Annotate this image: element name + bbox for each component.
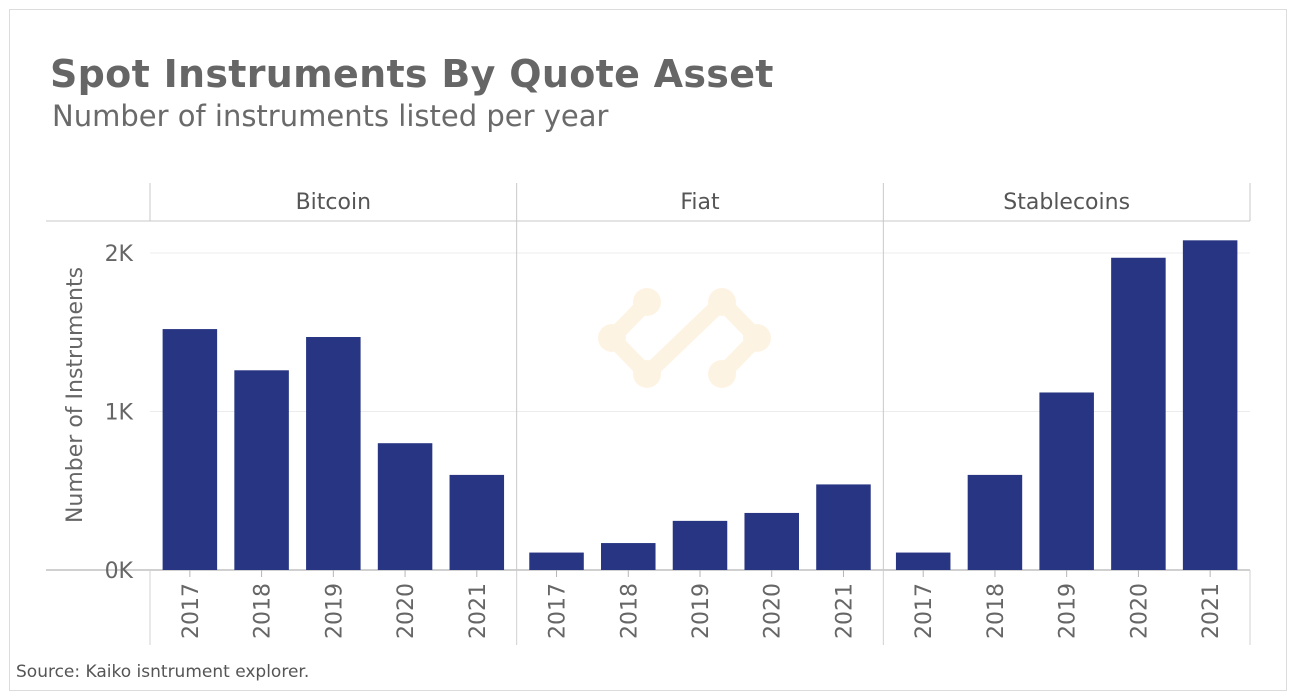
x-tick-label: 2020 [761, 583, 786, 639]
y-tick-label: 0K [105, 559, 134, 584]
bar-stablecoins-2020 [1111, 257, 1166, 570]
x-tick-label: 2017 [179, 583, 204, 639]
x-tick-label: 2019 [322, 583, 347, 639]
bar-bitcoin-2017 [162, 329, 218, 570]
x-tick-label: 2018 [984, 583, 1009, 639]
x-tick-label: 2018 [251, 583, 276, 639]
y-tick-label: 2K [105, 242, 134, 267]
facet-label-stablecoins: Stablecoins [1003, 190, 1130, 215]
x-tick-label: 2021 [1199, 583, 1224, 639]
bar-bitcoin-2018 [234, 370, 289, 570]
bar-fiat-2019 [672, 520, 728, 570]
chart-frame [9, 9, 1287, 691]
chart-title: Spot Instruments By Quote Asset [50, 52, 774, 96]
watermark-logo [598, 288, 771, 388]
x-tick-label: 2020 [1127, 583, 1152, 639]
x-tick-label: 2018 [617, 583, 642, 639]
bar-stablecoins-2019 [1039, 392, 1094, 570]
x-tick-label: 2021 [466, 583, 491, 639]
bar-fiat-2021 [816, 484, 871, 570]
source-note: Source: Kaiko isntrument explorer. [16, 662, 310, 682]
facet-label-bitcoin: Bitcoin [296, 190, 371, 215]
x-tick-label: 2020 [394, 583, 419, 639]
bar-bitcoin-2021 [449, 474, 505, 570]
bar-stablecoins-2021 [1182, 240, 1238, 570]
bar-bitcoin-2020 [377, 443, 433, 570]
x-tick-label: 2017 [912, 583, 937, 639]
bar-stablecoins-2018 [967, 474, 1023, 570]
y-axis-title: Number of Instruments [63, 267, 88, 523]
bar-stablecoins-2017 [895, 552, 951, 570]
x-tick-label: 2021 [832, 583, 857, 639]
facet-label-fiat: Fiat [680, 190, 720, 215]
bar-bitcoin-2019 [306, 337, 361, 570]
bar-fiat-2018 [601, 543, 656, 570]
chart-subtitle: Number of instruments listed per year [52, 99, 609, 133]
x-tick-label: 2019 [689, 583, 714, 639]
y-tick-label: 1K [105, 401, 134, 426]
x-tick-label: 2019 [1056, 583, 1081, 639]
bar-fiat-2020 [744, 512, 799, 570]
bar-fiat-2017 [529, 552, 584, 570]
x-tick-label: 2017 [546, 583, 571, 639]
